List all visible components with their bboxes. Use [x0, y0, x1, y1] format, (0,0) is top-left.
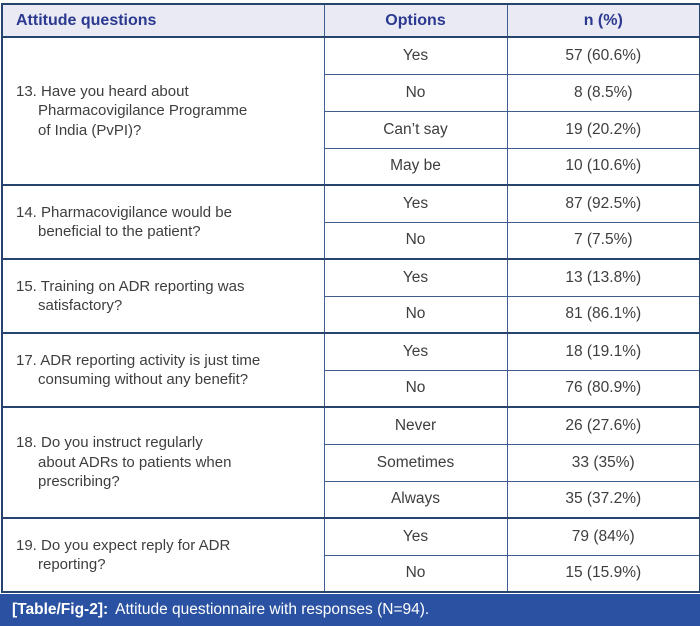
- option-cell: Always: [323, 480, 508, 519]
- question-cell: 19. Do you expect reply for ADR reportin…: [1, 517, 325, 593]
- n-percent-cell: 57 (60.6%): [506, 36, 700, 75]
- option-cell: Can’t say: [323, 110, 508, 149]
- table-row: No 7 (7.5%): [2, 221, 700, 260]
- header-attitude-questions: Attitude questions: [1, 3, 325, 38]
- caption-text: Attitude questionnaire with responses (N…: [115, 601, 430, 618]
- table-row: 19. Do you expect reply for ADR reportin…: [1, 517, 700, 593]
- option-cell: Yes: [323, 517, 508, 556]
- question-cell: 14. Pharmacovigilance would be beneficia…: [1, 184, 325, 260]
- table-row: Sometimes 33 (35%): [2, 443, 700, 482]
- option-cell: Yes: [323, 258, 508, 297]
- table-row: Can’t say 19 (20.2%): [2, 110, 700, 149]
- table-row: No 15 (15.9%): [2, 554, 700, 593]
- table-row: No 81 (86.1%): [2, 295, 700, 334]
- option-cell: Yes: [323, 332, 508, 371]
- header-options: Options: [323, 3, 508, 38]
- n-percent-cell: 19 (20.2%): [506, 110, 700, 149]
- n-percent-cell: 35 (37.2%): [506, 480, 700, 519]
- table-row: No 76 (80.9%): [2, 369, 700, 408]
- table-row: Always 35 (37.2%): [2, 480, 700, 519]
- n-percent-cell: 13 (13.8%): [506, 258, 700, 297]
- option-cell: No: [323, 554, 508, 593]
- n-percent-cell: 8 (8.5%): [506, 73, 700, 112]
- n-percent-cell: 33 (35%): [506, 443, 700, 482]
- question-cell: 15. Training on ADR reporting was satisf…: [1, 258, 325, 334]
- n-percent-cell: 26 (27.6%): [506, 406, 700, 445]
- n-percent-cell: 79 (84%): [506, 517, 700, 556]
- option-cell: No: [323, 369, 508, 408]
- n-percent-cell: 15 (15.9%): [506, 554, 700, 593]
- option-cell: Yes: [323, 36, 508, 75]
- caption-label: [Table/Fig-2]:: [12, 601, 109, 618]
- n-percent-cell: 18 (19.1%): [506, 332, 700, 371]
- option-cell: No: [323, 295, 508, 334]
- option-cell: Sometimes: [323, 443, 508, 482]
- table-row: 15. Training on ADR reporting was satisf…: [1, 258, 700, 334]
- n-percent-cell: 7 (7.5%): [506, 221, 700, 260]
- table-header: Attitude questions Options n (%): [1, 3, 700, 38]
- table-body: 13. Have you heard about Pharmacovigilan…: [1, 36, 700, 593]
- table-row: 17. ADR reporting activity is just time …: [1, 332, 700, 408]
- option-cell: Never: [323, 406, 508, 445]
- n-percent-cell: 76 (80.9%): [506, 369, 700, 408]
- question-cell: 18. Do you instruct regularly about ADRs…: [1, 406, 325, 519]
- table-row: 14. Pharmacovigilance would be beneficia…: [1, 184, 700, 260]
- option-cell: No: [323, 73, 508, 112]
- n-percent-cell: 81 (86.1%): [506, 295, 700, 334]
- table-row: May be 10 (10.6%): [2, 147, 700, 186]
- header-row: Attitude questions Options n (%): [1, 3, 700, 38]
- option-cell: No: [323, 221, 508, 260]
- n-percent-cell: 87 (92.5%): [506, 184, 700, 223]
- question-cell: 13. Have you heard about Pharmacovigilan…: [1, 36, 325, 186]
- attitude-table: Attitude questions Options n (%) 13. Hav…: [1, 3, 700, 593]
- header-n-percent: n (%): [506, 3, 700, 38]
- table-caption: [Table/Fig-2]: Attitude questionnaire wi…: [0, 594, 700, 626]
- option-cell: May be: [323, 147, 508, 186]
- table-row: 13. Have you heard about Pharmacovigilan…: [1, 36, 700, 186]
- table-row: 18. Do you instruct regularly about ADRs…: [1, 406, 700, 519]
- option-cell: Yes: [323, 184, 508, 223]
- n-percent-cell: 10 (10.6%): [506, 147, 700, 186]
- question-cell: 17. ADR reporting activity is just time …: [1, 332, 325, 408]
- table-row: No 8 (8.5%): [2, 73, 700, 112]
